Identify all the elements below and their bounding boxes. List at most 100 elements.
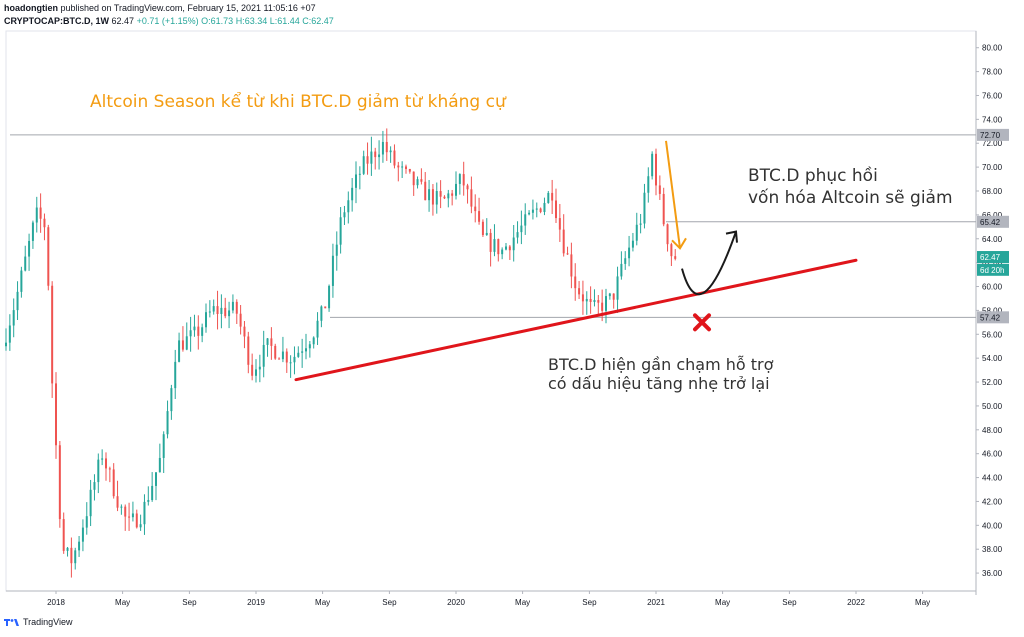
candle-body [43, 218, 46, 228]
y-tick-label: 48.00 [982, 426, 1003, 435]
candle-body [85, 516, 88, 528]
candle-body [520, 225, 523, 233]
candle-body [512, 237, 515, 251]
candle-body [255, 369, 257, 376]
candle-body [178, 340, 181, 362]
candle-body [574, 276, 577, 289]
publish-line: hoadongtien published on TradingView.com… [4, 2, 334, 15]
candle-body [362, 156, 365, 174]
y-tick-label: 54.00 [982, 354, 1003, 363]
x-tick-label: 2021 [647, 598, 665, 607]
x-tick-label: Sep [582, 598, 597, 607]
candle-body [228, 310, 231, 317]
candle-body [655, 153, 657, 186]
author-name[interactable]: hoadongtien [4, 3, 58, 13]
candle-body [281, 351, 284, 360]
y-tick-label: 74.00 [982, 115, 1003, 124]
candle-body [478, 211, 481, 222]
candle-body [308, 344, 311, 349]
candle-body [489, 232, 492, 252]
candle-body [531, 209, 534, 213]
candle-body [47, 227, 50, 286]
candle-body [401, 166, 404, 168]
candle-body [93, 482, 96, 490]
candle-body [170, 388, 173, 412]
candle-body [539, 208, 542, 213]
candle-body [135, 513, 138, 528]
y-tick-label: 56.00 [982, 330, 1003, 339]
candle-body [643, 192, 646, 224]
candle-body [355, 174, 357, 188]
candle-body [651, 153, 654, 177]
candle-body [158, 457, 161, 473]
y-tick-label: 50.00 [982, 402, 1003, 411]
annotation-altcoin-season: Altcoin Season kể từ khi BTC.D giảm từ k… [90, 91, 507, 112]
candle-body [589, 298, 592, 302]
candle-body [12, 310, 15, 326]
y-tick-label: 42.00 [982, 497, 1003, 506]
candle-body [408, 168, 411, 172]
y-tick-label: 44.00 [982, 474, 1003, 483]
candle-body [420, 179, 423, 182]
candle-body [481, 221, 484, 236]
candle-body [674, 256, 677, 259]
candle-body [235, 301, 238, 314]
candle-body [197, 326, 200, 336]
candle-body [201, 327, 204, 336]
candle-body [397, 165, 400, 168]
candle-body [220, 307, 223, 315]
y-tick-label: 58.00 [982, 306, 1003, 315]
candle-body [451, 193, 454, 196]
candle-body [297, 352, 300, 357]
publish-info: published on TradingView.com, February 1… [60, 3, 316, 13]
candle-body [55, 383, 57, 446]
candle-body [366, 156, 369, 164]
candle-body [612, 293, 615, 300]
price-label-box [977, 251, 1009, 264]
candle-body [320, 306, 323, 321]
x-tick-label: 2018 [47, 598, 65, 607]
candle-body [635, 224, 638, 241]
candle-body [270, 338, 273, 346]
x-tick-label: May [115, 598, 130, 607]
candle-body [439, 191, 442, 197]
candle-body [516, 232, 519, 238]
footer-brand[interactable]: TradingView [23, 617, 73, 627]
price-label-box [977, 128, 1009, 141]
price-label-box [977, 215, 1009, 228]
y-tick-label: 70.00 [982, 163, 1003, 172]
candle-body [166, 411, 169, 435]
candle-body [124, 506, 127, 517]
footer: TradingView [4, 617, 73, 627]
candle-body [624, 258, 627, 264]
y-tick-label: 62.00 [982, 259, 1003, 268]
price-label-text: 65.42 [980, 218, 1001, 227]
candle-body [205, 312, 207, 328]
candle-body [243, 326, 246, 337]
candle-body [385, 141, 388, 153]
candle-body [258, 366, 261, 370]
candle-body [505, 246, 507, 250]
candle-body [105, 458, 107, 469]
candle-body [474, 206, 477, 212]
candle-body [670, 244, 673, 257]
ohlc-high: H:63.34 [235, 16, 268, 26]
candle-body [224, 307, 227, 317]
candle-body [239, 313, 242, 327]
price-change: +0.71 (+1.15%) [136, 16, 199, 26]
y-tick-label: 52.00 [982, 378, 1003, 387]
candle-body [562, 229, 565, 254]
candle-body [389, 150, 392, 153]
candle-body [497, 239, 500, 255]
candle-body [231, 301, 234, 311]
candle-body [601, 302, 604, 311]
price-label-text: 72.70 [980, 131, 1001, 140]
candle-body [116, 496, 119, 508]
symbol-name[interactable]: CRYPTOCAP:BTC.D, 1W [4, 16, 110, 26]
candle-body [20, 270, 23, 292]
candle-body [585, 298, 588, 302]
y-tick-label: 64.00 [982, 235, 1003, 244]
candle-body [305, 348, 307, 352]
ohlc-low: L:61.44 [269, 16, 300, 26]
